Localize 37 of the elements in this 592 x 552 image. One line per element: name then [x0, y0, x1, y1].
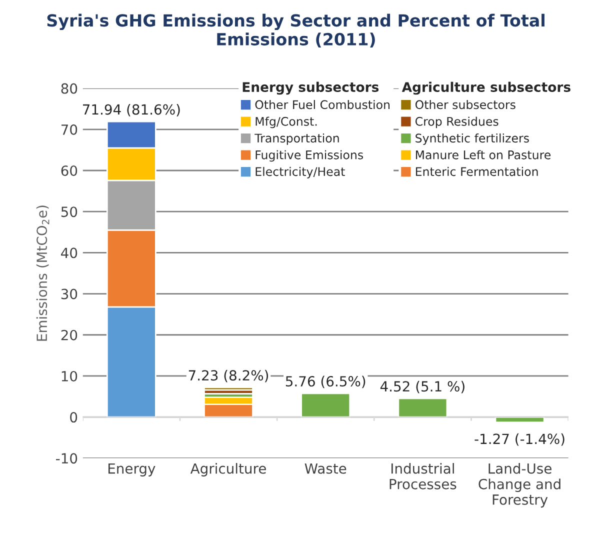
y-tick-label: 10 [62, 370, 78, 382]
legend-label: Electricity/Heat [256, 166, 345, 178]
legend-label: Fugitive Emissions [256, 150, 364, 162]
x-tick-label: Energy [108, 463, 156, 476]
bar [204, 386, 254, 391]
total-label: 5.76 (6.5%) [286, 376, 366, 388]
y-tick-label: -10 [56, 453, 78, 464]
annotation: Energy subsectors [242, 82, 379, 95]
total-label: 4.52 (5.1 %) [380, 380, 464, 394]
total-label: 71.94 (81.6%) [82, 104, 180, 116]
y-tick-label: 60 [61, 165, 78, 176]
legend-label: Enteric Fermentation [416, 166, 538, 176]
y-tick-label: 0 [70, 412, 78, 423]
legend-label: Mfg/Const. [256, 116, 317, 128]
x-tick-label: Land-Use Change and Forestry [478, 463, 560, 508]
y-axis-title: Emissions (MtCO$_{2}$e) [36, 206, 50, 341]
total-label: 7.23 (8.2%) [188, 370, 268, 382]
y-tick-label: 30 [61, 288, 78, 300]
y-tick-label: 80 [61, 83, 78, 94]
legend-label: Synthetic fertilizers [416, 133, 529, 145]
y-tick-label: 70 [61, 124, 78, 135]
total-label: -1.27 (-1.4%) [474, 433, 564, 446]
annotation: Agriculture subsectors [402, 82, 570, 95]
y-tick-label: 20 [61, 330, 78, 340]
chart-title: Syria's GHG Emissions by Sector and Percent of Total Emissions (2011) [47, 14, 544, 48]
legend-label: Other subsectors [415, 100, 516, 110]
legend-label: Other Fuel Combustion [255, 100, 390, 110]
x-tick-label: Industrial Processes [390, 463, 456, 490]
legend-label: Transportation [254, 133, 339, 145]
legend-label: Manure Left on Pasture [416, 150, 551, 160]
y-tick-label: 40 [61, 248, 78, 258]
x-tick-label: Agriculture [190, 463, 266, 476]
legend-label: Crop Residues [415, 116, 498, 128]
y-tick-label: 50 [61, 206, 78, 218]
bar [300, 392, 351, 418]
x-tick-label: Waste [304, 463, 346, 474]
bar [398, 398, 448, 418]
